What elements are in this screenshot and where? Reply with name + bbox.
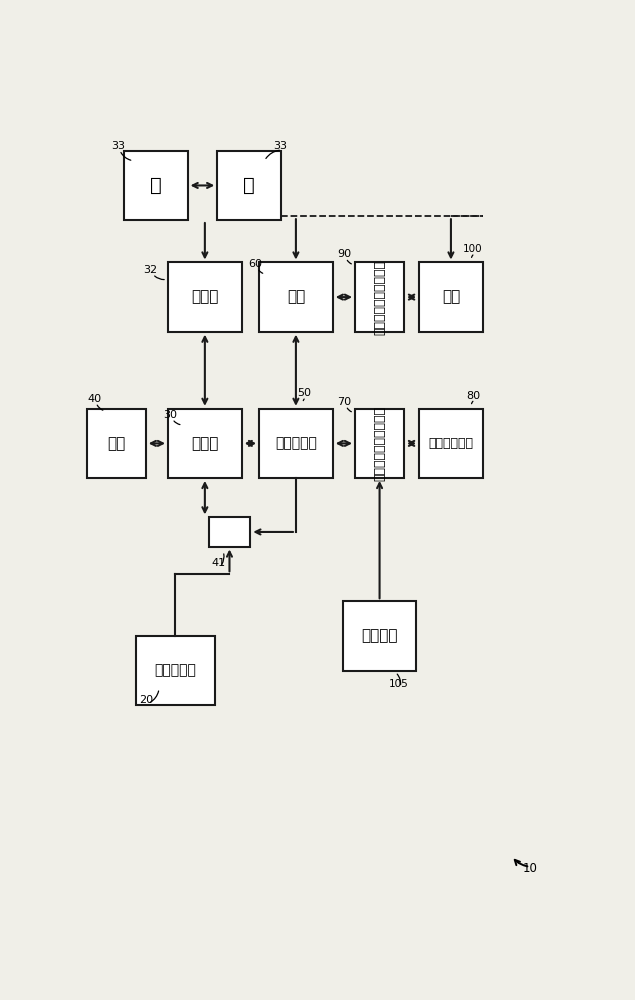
Text: 设备: 设备: [442, 290, 460, 305]
Text: 驱动轴: 驱动轴: [191, 290, 218, 305]
Text: 40: 40: [87, 394, 101, 404]
Text: 辅助动力单元: 辅助动力单元: [429, 437, 474, 450]
Bar: [355, 262, 404, 332]
Bar: [124, 151, 188, 220]
Text: 33: 33: [273, 141, 287, 151]
Text: 第一原动机: 第一原动机: [154, 664, 196, 678]
Text: 33: 33: [110, 141, 124, 151]
Text: 60: 60: [248, 259, 262, 269]
Text: 100: 100: [464, 244, 483, 254]
Text: 轮: 轮: [150, 176, 161, 195]
Bar: [343, 601, 417, 671]
Text: 90: 90: [337, 249, 351, 259]
Text: 变速器: 变速器: [191, 436, 218, 451]
Text: 105: 105: [389, 679, 408, 689]
Bar: [259, 409, 333, 478]
Text: 轮: 轮: [243, 176, 255, 195]
Text: 组件: 组件: [107, 436, 125, 451]
Text: 80: 80: [466, 391, 480, 401]
Text: 32: 32: [144, 265, 157, 275]
Text: 70: 70: [337, 397, 351, 407]
Bar: [419, 262, 483, 332]
Text: 10: 10: [522, 862, 537, 875]
Bar: [168, 409, 242, 478]
Bar: [168, 262, 242, 332]
Text: 41: 41: [211, 558, 225, 568]
Bar: [87, 409, 146, 478]
Text: 外部电网: 外部电网: [361, 628, 398, 643]
Text: 30: 30: [163, 410, 177, 420]
Bar: [419, 409, 483, 478]
Bar: [217, 151, 281, 220]
Text: 第二可再充电的能量源: 第二可再充电的能量源: [373, 260, 386, 335]
Text: 50: 50: [297, 388, 311, 398]
Text: 第二可再充电的能量源: 第二可再充电的能量源: [373, 406, 386, 481]
Bar: [259, 262, 333, 332]
Bar: [136, 636, 215, 705]
Text: 20: 20: [139, 695, 153, 705]
Bar: [355, 409, 404, 478]
Bar: [208, 517, 250, 547]
Text: 第二原动机: 第二原动机: [275, 436, 317, 450]
Text: 配件: 配件: [287, 290, 305, 305]
